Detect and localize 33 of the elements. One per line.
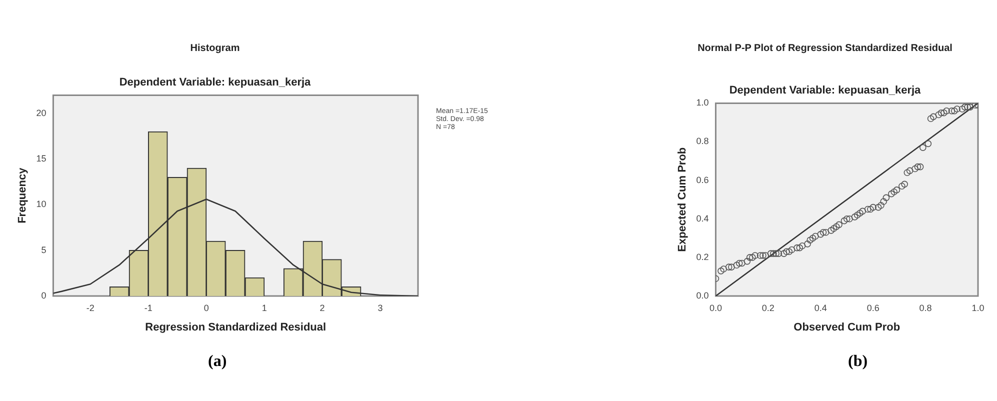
chart-title: Histogram	[190, 42, 240, 54]
text: (b)	[848, 353, 868, 370]
x-tick-label: 1	[262, 302, 267, 313]
x-tick-label: 1.0	[972, 302, 984, 313]
y-tick-label: 15	[36, 154, 46, 164]
x-tick-label: 0.4	[814, 302, 827, 313]
y-tick-label: 0	[41, 290, 46, 300]
x-tick-label: 2	[320, 302, 325, 313]
y-tick-label: 5	[41, 244, 46, 255]
x-tick-label: 0.2	[762, 302, 774, 313]
x-tick-label: -2	[86, 302, 94, 313]
chart-subtitle: Dependent Variable: kepuasan_kerja	[729, 84, 922, 97]
text: (a)	[208, 353, 227, 371]
x-tick-label: 3	[378, 302, 383, 313]
x-tick-label: 0.0	[709, 302, 722, 313]
x-tick-label: 0.8	[919, 302, 932, 313]
y-tick-label: 0.2	[696, 252, 709, 262]
y-tick-label: 0.4	[696, 213, 709, 224]
y-tick-label: 0.6	[696, 174, 709, 185]
y-tick-label: 10	[36, 199, 46, 210]
y-tick-label: 1.0	[696, 98, 709, 108]
x-tick-label: 0.6	[866, 302, 880, 313]
x-tick-label: -1	[144, 302, 152, 313]
chart-subtitle: Dependent Variable: kepuasan_kerja	[119, 76, 312, 89]
y-tick-label: 20	[36, 108, 46, 118]
y-axis-title: Expected Cum Prob	[676, 147, 689, 252]
y-tick-label: 0.0	[696, 290, 709, 300]
x-axis-title: Observed Cum Prob	[794, 321, 900, 334]
chart-title: Normal P-P Plot of Regression Standardized Residual	[698, 42, 953, 54]
x-axis-title: Regression Standardized Residual	[145, 321, 326, 334]
y-tick-label: 0.8	[696, 136, 709, 146]
x-tick-label: 0	[204, 302, 209, 313]
y-axis-title: Frequency	[16, 166, 29, 224]
